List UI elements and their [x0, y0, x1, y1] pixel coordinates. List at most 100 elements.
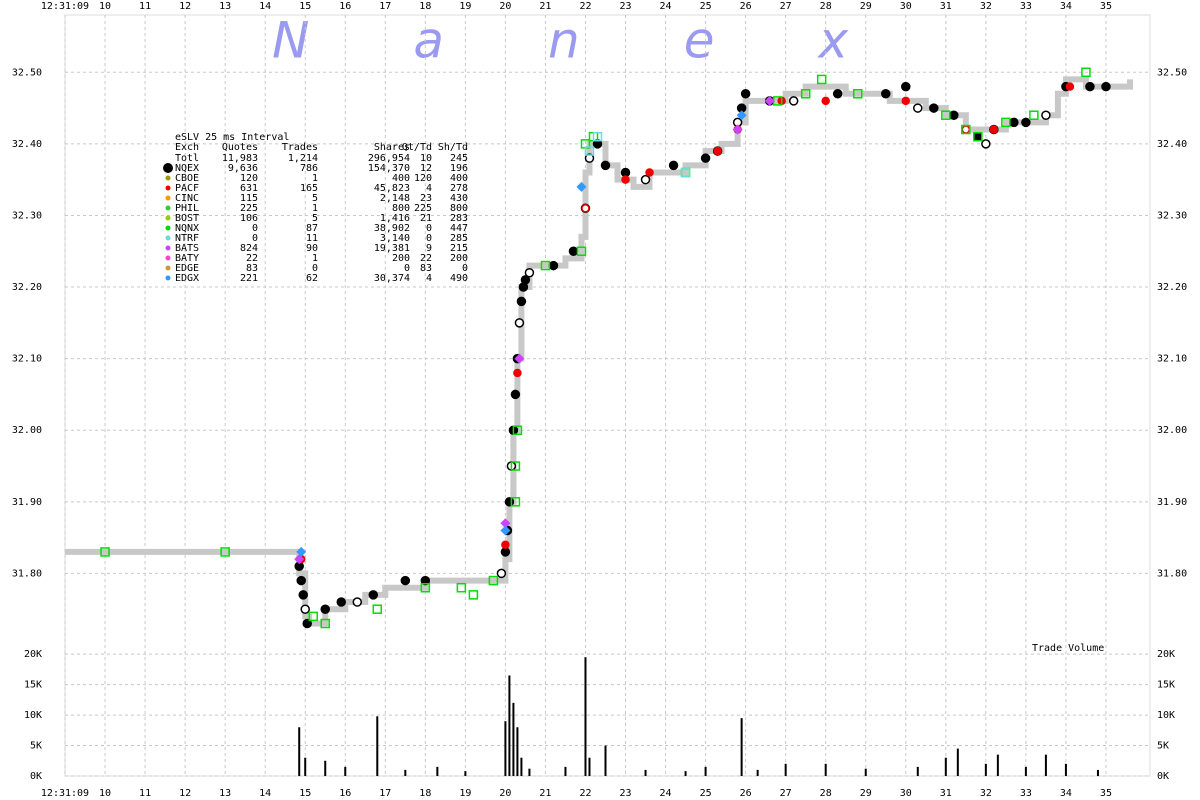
trade-marker: [220, 547, 230, 557]
x-tick-label: 21: [539, 1, 551, 12]
table-cell: 490: [450, 273, 468, 284]
y-tick-label: 31.80: [1157, 568, 1187, 579]
trade-marker: [645, 168, 654, 177]
x-tick-label: 12:31:09: [41, 788, 89, 799]
x-tick-label: 33: [1020, 1, 1032, 12]
table-cell: CINC: [175, 193, 199, 204]
x-tick-label: 32: [980, 1, 992, 12]
trade-marker: [320, 618, 330, 629]
x-tick-label: 11: [139, 788, 151, 799]
trade-marker: [300, 604, 310, 614]
table-cell: 0: [312, 263, 318, 274]
volume-bar: [564, 766, 567, 776]
volume-bar: [916, 766, 919, 776]
x-tick-label: 16: [339, 788, 351, 799]
volume-bar: [784, 763, 787, 776]
y-tick-label: 31.90: [12, 497, 42, 508]
x-tick-label: 24: [660, 1, 672, 12]
table-cell: 0: [252, 233, 258, 244]
x-tick-label: 35: [1100, 1, 1112, 12]
trade-marker: [520, 275, 531, 285]
table-cell: 283: [450, 213, 468, 224]
x-tick-label: 11: [139, 1, 151, 12]
y-tick-label: 32.20: [1157, 282, 1187, 293]
legend-marker: [165, 185, 171, 191]
table-cell: 11: [306, 233, 318, 244]
volume-bar: [436, 766, 439, 776]
y-tick-label: 32.30: [1157, 210, 1187, 221]
x-tick-label: 20: [499, 1, 511, 12]
table-cell: 400: [392, 173, 410, 184]
table-cell: 1,214: [288, 153, 318, 164]
trade-marker: [1009, 117, 1019, 128]
table-cell: 0: [404, 263, 410, 274]
table-cell: 800: [450, 203, 468, 214]
trade-marker: [592, 131, 603, 142]
table-cell: NTRF: [175, 233, 199, 244]
table-cell: 400: [450, 173, 468, 184]
volume-bar: [508, 675, 511, 776]
x-tick-label: 13: [219, 1, 231, 12]
trade-marker: [1081, 67, 1091, 78]
table-cell: 1: [312, 173, 318, 184]
volume-bar: [464, 771, 467, 776]
x-tick-label: 26: [740, 788, 752, 799]
trade-marker: [500, 547, 511, 557]
legend-marker: [165, 215, 171, 221]
table-cell: 90: [306, 243, 318, 254]
x-tick-label: 25: [700, 788, 712, 799]
trade-marker: [973, 131, 983, 142]
x-tick-label: 12: [179, 1, 191, 12]
trade-marker: [740, 89, 751, 99]
x-tick-label: 28: [820, 788, 832, 799]
y-tick-label: 32.10: [1157, 354, 1187, 365]
trade-marker: [510, 497, 521, 507]
x-tick-label: 15: [299, 1, 311, 12]
table-cell: 9,636: [228, 163, 258, 174]
table-cell: 22: [246, 253, 258, 264]
volume-bar: [684, 771, 687, 776]
x-tick-label: 14: [259, 1, 271, 12]
trade-marker: [584, 146, 595, 156]
y-tick-label: 10K: [1157, 710, 1175, 721]
legend-marker: [165, 195, 171, 201]
trade-marker: [913, 103, 923, 113]
x-tick-label: 17: [379, 1, 391, 12]
trade-marker: [1101, 81, 1111, 92]
x-tick-label: 31: [940, 788, 952, 799]
volume-bar: [304, 757, 307, 776]
table-cell: 225: [240, 203, 258, 214]
trade-marker: [901, 81, 911, 92]
volume-bar: [1024, 766, 1027, 776]
table-cell: 200: [450, 253, 468, 264]
table-cell: 225: [414, 203, 432, 214]
table-cell: 221: [240, 273, 258, 284]
table-cell: 45,823: [374, 183, 410, 194]
y-tick-label: 32.40: [12, 139, 42, 150]
volume-bar: [512, 702, 515, 776]
table-cell: 1: [312, 253, 318, 264]
legend-marker: [163, 163, 173, 173]
trade-marker: [294, 554, 305, 565]
legend-marker: [165, 245, 171, 251]
volume-bar: [824, 763, 827, 776]
x-tick-label: 34: [1060, 788, 1072, 799]
x-tick-label: 19: [459, 788, 471, 799]
y-tick-label: 32.20: [12, 282, 42, 293]
trade-marker: [620, 167, 631, 178]
volume-bar: [984, 763, 987, 776]
x-tick-label: 26: [740, 1, 752, 12]
x-tick-label: 29: [860, 788, 872, 799]
trade-marker: [621, 175, 630, 184]
trade-marker: [981, 139, 991, 149]
volume-bar: [956, 748, 959, 776]
legend-marker: [165, 235, 171, 241]
table-cell: BOST: [175, 213, 199, 224]
y-tick-label: 32.50: [1157, 67, 1187, 78]
table-header: Trades: [282, 142, 318, 153]
trade-marker: [700, 153, 711, 163]
trade-marker: [100, 547, 110, 557]
x-tick-label: 25: [700, 1, 712, 12]
trade-marker: [941, 110, 951, 120]
